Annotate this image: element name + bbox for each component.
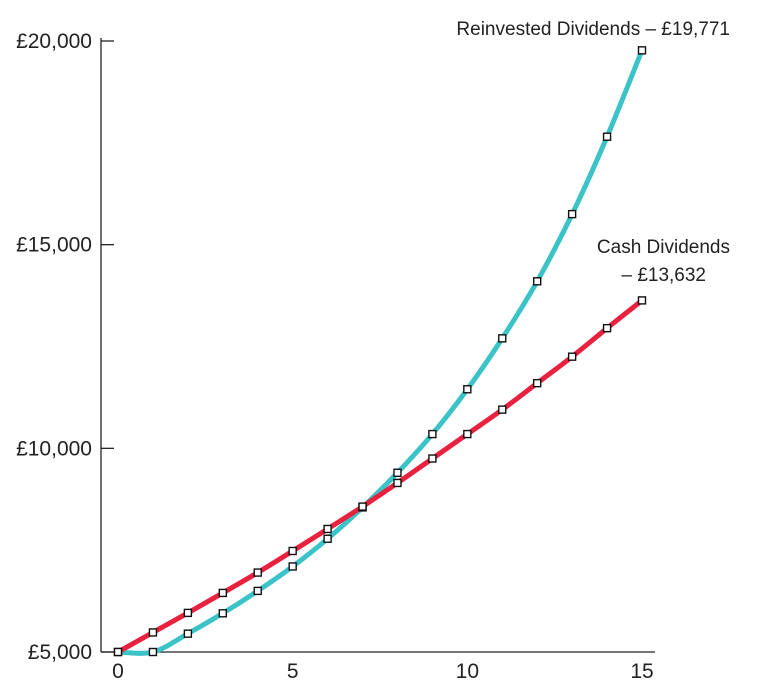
data-point-reinvested: [393, 468, 402, 477]
data-point-reinvested: [463, 385, 472, 394]
data-point-cash: [148, 628, 158, 637]
x-tick-label: 15: [630, 660, 653, 683]
data-point-cash: [113, 647, 123, 657]
data-point-cash: [183, 608, 193, 618]
series-line-cash: [115, 297, 645, 655]
data-point-cash: [218, 588, 228, 598]
x-tick-label: 10: [456, 660, 479, 683]
data-point-reinvested: [567, 209, 577, 219]
data-point-cash: [463, 429, 472, 439]
data-point-cash: [323, 524, 332, 534]
data-point-reinvested: [428, 429, 437, 439]
data-point-reinvested: [323, 534, 332, 543]
data-point-cash: [498, 405, 507, 414]
series-line-reinvested: [115, 47, 645, 656]
data-point-reinvested: [218, 609, 228, 618]
data-point-reinvested: [183, 629, 193, 638]
data-point-cash: [567, 352, 577, 361]
series-label-reinvested: Reinvested Dividends – £19,771: [456, 19, 730, 40]
y-tick-label: £10,000: [16, 437, 92, 460]
x-ticks: 0 5 10 15: [112, 660, 654, 683]
data-point-reinvested: [498, 334, 507, 343]
data-point-cash: [393, 478, 402, 488]
series-markers: [113, 46, 647, 657]
y-tick-label: £15,000: [16, 234, 92, 257]
data-point-reinvested: [602, 132, 612, 141]
data-point-cash: [602, 323, 612, 333]
data-point-reinvested: [637, 46, 647, 55]
data-point-cash: [288, 546, 297, 556]
y-ticks: £5,000 £10,000 £15,000 £20,000: [16, 30, 114, 664]
data-point-reinvested: [148, 647, 158, 657]
data-point-cash: [428, 454, 437, 463]
data-point-cash: [637, 296, 647, 305]
series-labels: Reinvested Dividends – £19,771 Cash Divid…: [456, 19, 730, 286]
x-tick-label: 5: [287, 660, 299, 683]
series-lines: [115, 47, 645, 656]
y-tick-label: £20,000: [16, 30, 92, 53]
series-label-cash: – £13,632: [621, 265, 706, 286]
data-point-cash: [358, 502, 367, 511]
x-tick-label: 0: [112, 660, 124, 683]
data-point-cash: [533, 378, 542, 388]
data-point-reinvested: [288, 562, 297, 571]
data-point-reinvested: [533, 277, 542, 286]
data-point-reinvested: [253, 586, 262, 596]
data-point-cash: [253, 568, 262, 577]
series-label-cash: Cash Dividends: [597, 237, 730, 258]
y-tick-label: £5,000: [28, 641, 92, 664]
